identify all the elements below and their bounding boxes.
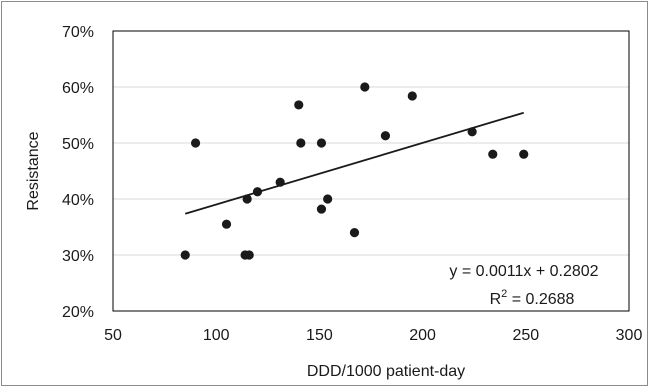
x-tick-label: 250 <box>512 327 539 344</box>
data-point <box>316 138 327 148</box>
y-tick-label: 60% <box>62 80 94 97</box>
data-point <box>349 228 360 238</box>
data-point <box>275 177 285 187</box>
data-point <box>360 82 370 92</box>
data-point <box>221 219 232 229</box>
trendline <box>184 111 524 215</box>
y-tick-label: 50% <box>62 136 94 153</box>
y-tick-label: 30% <box>62 248 94 265</box>
x-tick-label: 300 <box>616 327 643 344</box>
data-point <box>294 100 304 110</box>
data-point <box>252 187 263 197</box>
data-point <box>180 250 190 260</box>
data-point <box>296 138 306 148</box>
r-squared-exponent: 2 <box>501 288 507 300</box>
r-squared-value: = 0.2688 <box>507 291 574 308</box>
data-point <box>242 194 252 204</box>
x-axis-tick-labels: 50 100 150 200 250 300 <box>104 327 642 344</box>
data-points <box>180 82 529 260</box>
x-tick-label: 100 <box>203 327 230 344</box>
data-point <box>316 204 327 214</box>
y-tick-label: 40% <box>62 192 94 209</box>
y-axis-label: Resistance <box>25 131 42 210</box>
data-point <box>519 149 529 159</box>
data-point <box>323 194 333 204</box>
y-axis-tick-labels: 20% 30% 40% 50% 60% 70% <box>62 24 94 321</box>
data-point <box>488 149 498 159</box>
y-tick-label: 70% <box>62 24 94 41</box>
x-tick-label: 150 <box>306 327 333 344</box>
data-point <box>244 250 254 260</box>
trendline-equation: y = 0.0011x + 0.2802 <box>449 263 598 280</box>
data-point <box>190 138 201 148</box>
x-tick-label: 50 <box>104 327 122 344</box>
y-tick-label: 20% <box>62 304 94 321</box>
plot-area-border <box>112 30 630 312</box>
x-axis-label: DDD/1000 patient-day <box>307 363 465 380</box>
data-point <box>380 131 391 141</box>
x-tick-label: 200 <box>409 327 436 344</box>
r-squared-prefix: R <box>490 291 502 308</box>
data-point <box>407 91 417 101</box>
r-squared-label: R2 = 0.2688 <box>490 288 575 308</box>
data-point <box>467 127 477 137</box>
